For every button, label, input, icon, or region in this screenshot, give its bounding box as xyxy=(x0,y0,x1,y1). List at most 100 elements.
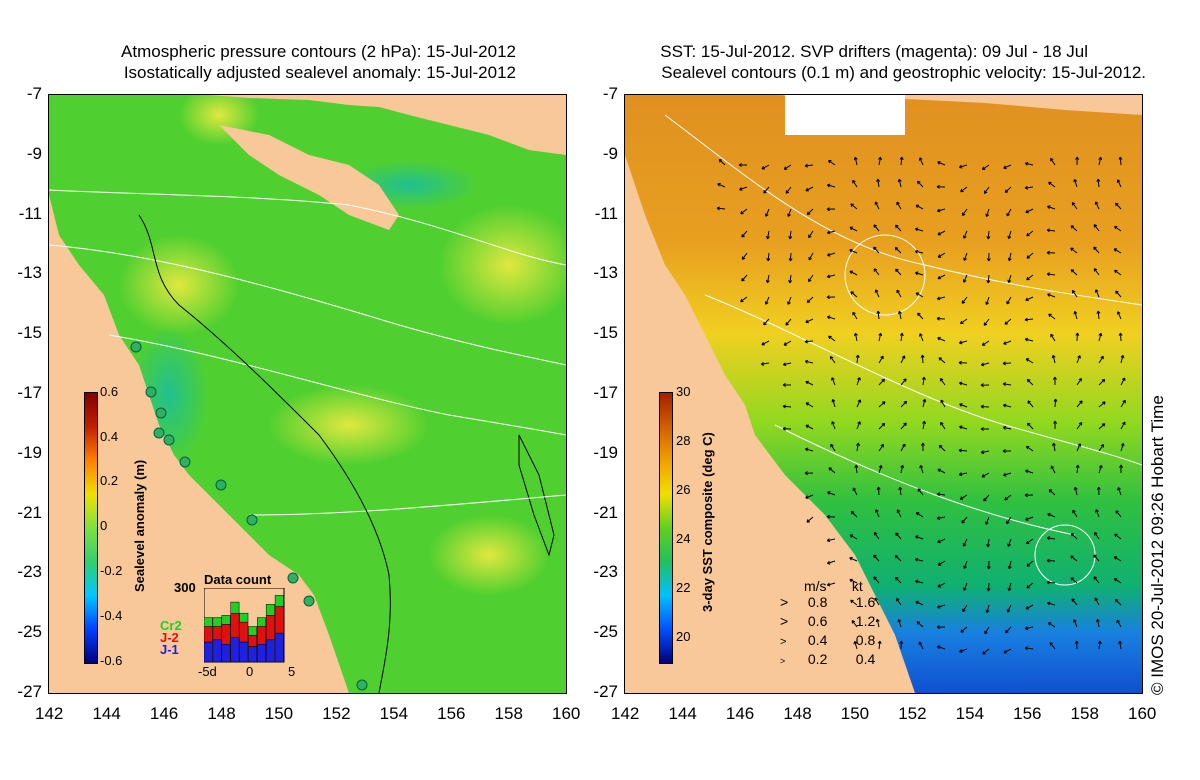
velocity-arrow xyxy=(788,274,793,284)
velocity-arrow xyxy=(986,252,991,262)
right-y-tick-label: -19 xyxy=(593,442,618,462)
velocity-arrow xyxy=(1093,246,1100,254)
velocity-arrow xyxy=(1047,293,1056,298)
velocity-arrow xyxy=(1024,161,1034,166)
velocity-arrow xyxy=(782,382,792,387)
right-x-tick-label: 152 xyxy=(898,704,927,723)
velocity-arrow xyxy=(918,641,924,650)
velocity-arrow xyxy=(1004,318,1012,325)
data-count-bar xyxy=(221,643,231,663)
velocity-arrow xyxy=(1071,289,1078,298)
velocity-arrow xyxy=(1006,208,1012,217)
velocity-arrow xyxy=(895,224,902,232)
velocity-arrow xyxy=(962,274,968,283)
right-x-tick-label: 150 xyxy=(840,704,870,723)
velocity-arrow xyxy=(878,401,886,408)
velocity-arrow xyxy=(1005,626,1012,634)
velocity-arrow xyxy=(782,426,792,431)
velocity-arrow xyxy=(958,340,968,345)
velocity-arrow xyxy=(826,274,836,279)
velocity-arrow xyxy=(940,399,946,408)
velocity-arrow xyxy=(761,340,770,346)
data-count-inset: Data count 300 Cr2 J-2 J-1 -5d 0 5 xyxy=(158,572,298,680)
left-y-tick-label: -19 xyxy=(17,442,42,462)
velocity-arrow xyxy=(853,156,858,166)
velocity-arrow xyxy=(787,296,792,305)
data-count-bar xyxy=(239,641,249,663)
left-x-tick-label: 142 xyxy=(35,704,64,723)
velocity-arrow xyxy=(1002,449,1012,454)
velocity-arrow xyxy=(782,362,792,367)
right-y-tick-label: -7 xyxy=(602,84,618,103)
velocity-arrow xyxy=(850,203,858,210)
velocity-arrow xyxy=(766,230,770,240)
right-cb-tick: 20 xyxy=(676,629,691,644)
data-count-x-label: 0 xyxy=(246,664,254,679)
velocity-arrow xyxy=(1076,377,1082,386)
data-count-bar xyxy=(204,641,213,663)
velocity-arrow xyxy=(937,230,946,236)
velocity-arrow xyxy=(1024,493,1034,498)
velocity-arrow xyxy=(1113,556,1122,562)
velocity-arrow xyxy=(915,271,924,276)
velocity-arrow xyxy=(1003,164,1012,170)
velocity-arrow xyxy=(900,443,906,452)
right-x-tick-label: 160 xyxy=(1128,704,1157,723)
right-cb-tick: 26 xyxy=(676,482,691,497)
velocity-arrow xyxy=(958,164,968,169)
left-y-tick-label: -9 xyxy=(26,143,42,163)
velocity-arrow xyxy=(896,509,902,518)
velocity-arrow xyxy=(940,421,946,430)
velocity-arrow xyxy=(983,494,990,502)
velocity-arrow xyxy=(895,268,902,276)
left-cb-tick: 0 xyxy=(100,518,108,533)
velocity-arrow xyxy=(1074,640,1079,650)
velocity-arrow xyxy=(853,640,858,650)
velocity-arrow xyxy=(1098,156,1103,166)
velocity-arrow xyxy=(827,252,836,257)
left-x-tick-label: 150 xyxy=(264,704,294,723)
velocity-legend: m/s kt > 0.8 1.6 > 0.6 1.2 > 0.4 0.8 > 0… xyxy=(780,578,890,668)
velocity-arrow xyxy=(1003,472,1012,477)
arrow-glyph-icon: > xyxy=(780,636,787,648)
velocity-arrow xyxy=(826,207,836,212)
velocity-arrow xyxy=(849,556,858,562)
data-count-bar xyxy=(221,615,231,625)
velocity-arrow xyxy=(1052,442,1056,452)
anomaly-high-2 xyxy=(119,235,239,335)
velocity-arrow xyxy=(1098,444,1105,452)
velocity-arrow xyxy=(826,538,836,543)
velocity-arrow xyxy=(894,576,902,584)
right-x-tick-label: 144 xyxy=(668,704,697,723)
velocity-arrow xyxy=(856,442,860,452)
velocity-arrow xyxy=(805,380,814,386)
velocity-arrow xyxy=(1094,597,1100,606)
right-x-tick-label: 148 xyxy=(783,704,812,723)
velocity-arrow xyxy=(1070,577,1078,584)
velocity-arrow xyxy=(826,514,836,519)
velocity-arrow xyxy=(783,164,792,170)
velocity-arrow xyxy=(826,315,836,320)
velocity-arrow xyxy=(899,640,904,650)
velocity-arrow xyxy=(937,538,946,544)
velocity-arrow xyxy=(1002,403,1012,408)
velocity-arrow xyxy=(1076,355,1081,364)
velocity-arrow xyxy=(853,332,858,342)
velocity-arrow xyxy=(938,444,946,452)
right-colorbar-label: 3-day SST composite (deg C) xyxy=(700,432,715,612)
velocity-arrow xyxy=(873,224,880,232)
velocity-arrow xyxy=(740,296,748,303)
velocity-arrow xyxy=(984,626,990,635)
data-count-bar xyxy=(230,612,240,638)
velocity-arrow xyxy=(878,378,885,386)
left-colorbar-label: Sealevel anomaly (m) xyxy=(132,459,147,592)
velocity-arrow xyxy=(920,442,925,452)
velocity-arrow xyxy=(899,156,904,166)
velocity-arrow xyxy=(849,226,858,232)
velocity-arrow xyxy=(1116,311,1122,320)
data-count-bar xyxy=(274,595,284,607)
velocity-arrow xyxy=(785,318,792,326)
velocity-arrow xyxy=(1003,340,1012,345)
velocity-arrow xyxy=(922,398,927,408)
velocity-arrow xyxy=(960,186,968,193)
